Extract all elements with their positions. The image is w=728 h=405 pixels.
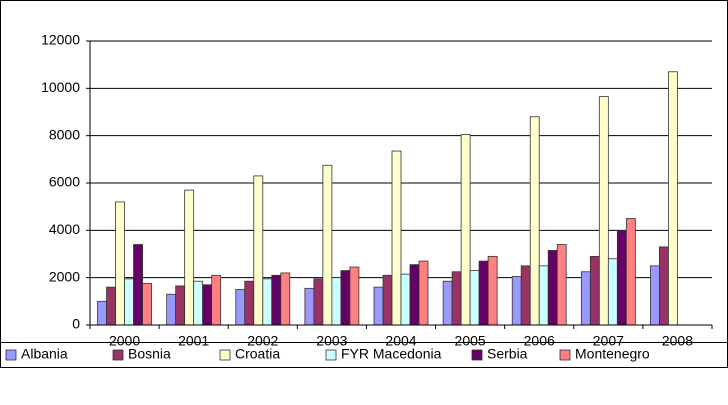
bar [211,274,222,326]
bar [280,272,291,326]
bar [556,244,567,326]
legend-swatch [471,349,483,361]
legend-swatch [325,349,337,361]
bar [511,276,522,326]
bar [400,273,411,326]
bar [166,293,177,326]
bar [382,274,393,326]
y-tick-label: 4000 [49,221,80,237]
legend-swatch [5,349,17,361]
bar [271,274,282,326]
legend-label: Croatia [235,346,280,362]
bar [244,280,255,326]
bar [106,286,116,326]
legend-swatch [559,349,571,361]
bar [115,201,125,326]
bar [304,287,315,326]
bar [331,277,342,326]
legend-label: Bosnia [128,346,171,362]
x-tick-label: 2005 [455,333,486,349]
bar [340,270,351,326]
bar [193,280,204,326]
bar [97,300,107,326]
x-tick-label: 2008 [662,333,693,349]
y-tick-label: 6000 [49,174,80,190]
legend-swatch [112,349,124,361]
bar [668,71,678,326]
bar [616,229,627,326]
bar [469,270,480,326]
bar [650,265,660,326]
legend-label: Montenegro [575,346,650,362]
bar [133,244,143,326]
bar [202,284,213,326]
legend-swatch [219,349,231,361]
bar [538,265,549,326]
x-tick-label: 2001 [178,333,209,349]
bar [313,278,324,326]
bar [487,255,498,326]
bar [142,283,152,326]
bar [529,116,540,326]
bar [418,260,429,326]
bar [607,258,618,326]
bar [478,260,489,326]
y-tick-label: 8000 [49,126,80,142]
bar [391,150,402,326]
bar [184,189,195,326]
x-tick-label: 2002 [247,333,278,349]
bar [659,246,669,326]
legend-label: Albania [21,346,68,362]
bar [451,271,462,326]
bar [235,289,246,326]
bar [442,280,453,326]
bar [598,96,609,326]
x-tick-label: 2000 [109,333,140,349]
bar [124,278,134,326]
x-tick-label: 2004 [385,333,416,349]
bar [520,265,531,326]
bar [409,264,420,326]
legend-label: FYR Macedonia [341,346,442,362]
bar [253,175,264,326]
bar [262,278,273,326]
bar [547,250,558,326]
legend-label: Serbia [487,346,528,362]
x-tick-label: 2006 [524,333,555,349]
x-tick-label: 2003 [316,333,347,349]
bar [349,266,360,326]
x-tick-label: 2007 [593,333,624,349]
bar [175,285,186,326]
y-tick-label: 0 [72,316,80,332]
bar [589,255,600,326]
bar [625,218,636,326]
y-tick-label: 2000 [49,268,80,284]
bar [322,164,333,326]
bar [460,134,471,326]
y-tick-label: 12000 [41,32,80,48]
bar [373,286,384,326]
bar [580,271,591,326]
y-tick-label: 10000 [41,79,80,95]
